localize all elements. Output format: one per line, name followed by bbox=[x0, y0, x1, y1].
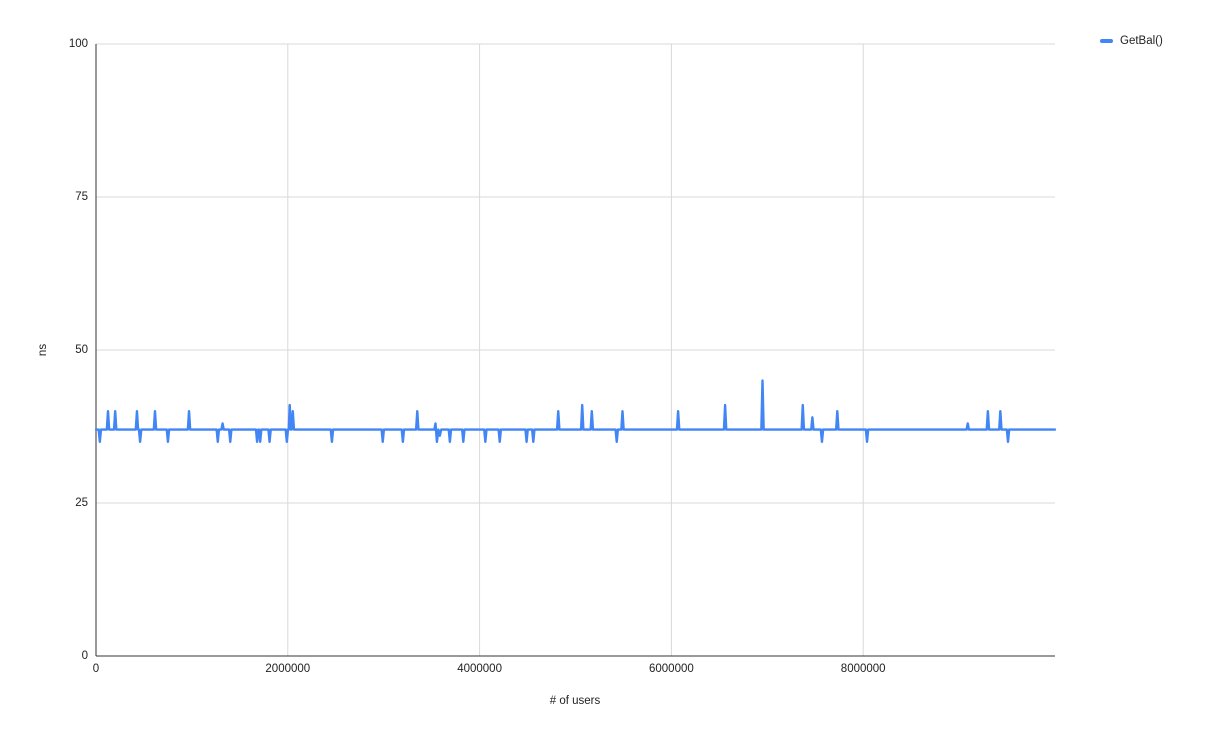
x-tick-label: 8000000 bbox=[840, 663, 886, 675]
legend-series-label: GetBal() bbox=[1120, 35, 1163, 47]
x-axis-title: # of users bbox=[549, 695, 601, 707]
series-line bbox=[94, 379, 1057, 443]
y-axis-title: ns bbox=[37, 343, 49, 357]
y-tick-label: 75 bbox=[75, 191, 88, 203]
x-tick-label: 0 bbox=[92, 663, 100, 675]
y-tick-label: 25 bbox=[75, 497, 88, 509]
legend-series-swatch bbox=[1100, 39, 1113, 43]
legend: GetBal() bbox=[1100, 35, 1163, 47]
y-tick-label: 0 bbox=[81, 650, 88, 662]
y-tick-label: 100 bbox=[68, 38, 88, 50]
y-tick-label: 50 bbox=[75, 344, 88, 356]
x-tick-label: 4000000 bbox=[457, 663, 502, 675]
x-tick-label: 6000000 bbox=[649, 663, 694, 675]
x-tick-label: 2000000 bbox=[265, 663, 311, 675]
